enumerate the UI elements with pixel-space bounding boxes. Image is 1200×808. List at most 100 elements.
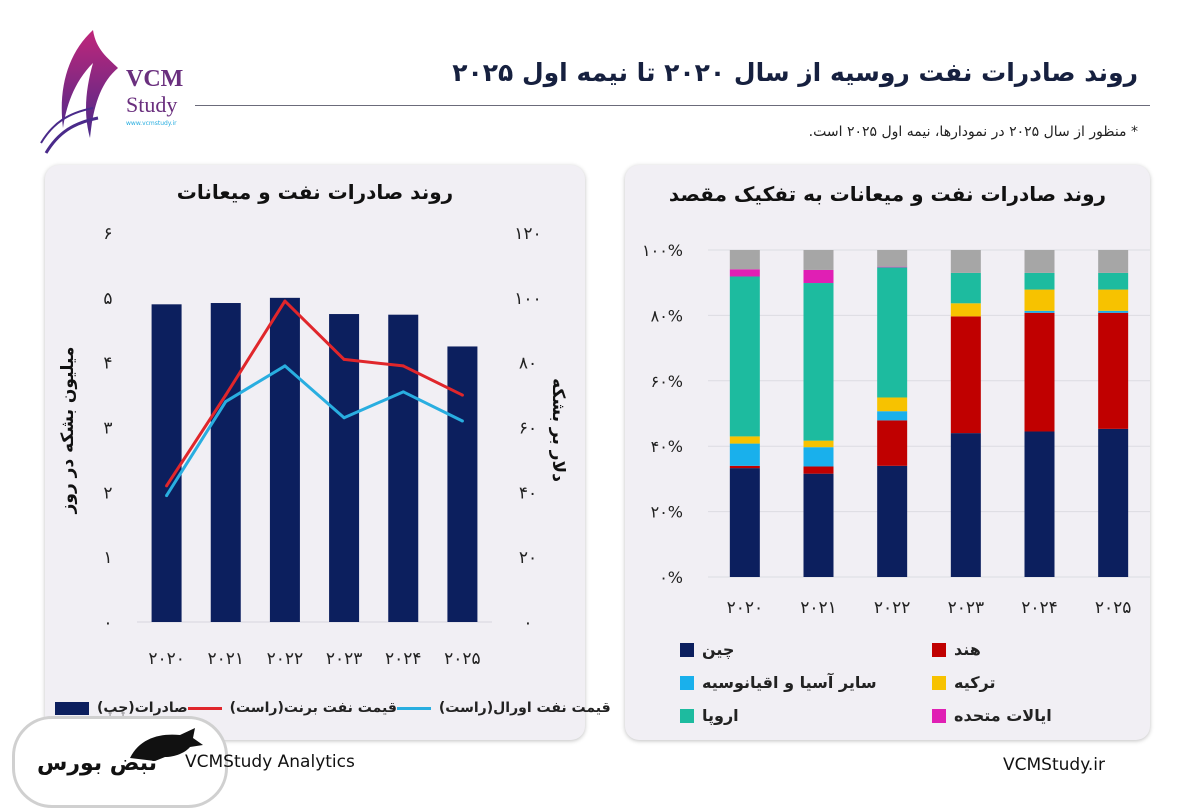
legend-swatch <box>396 706 431 710</box>
bar-exports <box>388 314 419 622</box>
x-tick-label: ۲۰۲۵ <box>1095 598 1132 618</box>
footer-analytics: VCMStudy Analytics <box>185 752 355 772</box>
legend-destination: چین هند سایر آسیا و اقیانوسیه ترکیه اروپ… <box>680 640 1100 725</box>
y-tick-right: ۸۰ <box>519 354 537 374</box>
legend-item-brent: قیمت نفت برنت(راست) <box>187 700 397 716</box>
stacked-segment <box>877 411 908 421</box>
stacked-segment <box>729 276 760 437</box>
stacked-segment <box>877 267 908 398</box>
stacked-segment <box>729 443 760 466</box>
page-title: روند صادرات نفت روسیه از سال ۲۰۲۰ تا نیم… <box>452 58 1138 87</box>
logo-study: Study <box>126 92 178 117</box>
y-tick-right: ۶۰ <box>519 419 537 439</box>
x-tick-label: ۲۰۲۲ <box>874 598 911 618</box>
x-tick-label: ۲۰۲۳ <box>326 649 363 669</box>
bar-exports <box>269 297 300 622</box>
stacked-segment <box>1098 272 1129 290</box>
legend-label: قیمت نفت اورال(راست) <box>438 700 611 716</box>
x-tick-label: ۲۰۲۰ <box>727 598 764 618</box>
line-series <box>165 364 464 497</box>
y-tick-left: ۲ <box>103 483 112 503</box>
legend-label: ترکیه <box>954 673 996 692</box>
stacked-segment <box>1098 310 1129 313</box>
stacked-segment <box>803 447 834 467</box>
legend-item-usa: ایالات متحده <box>932 706 1102 725</box>
y-tick-label: ۸۰% <box>651 306 683 325</box>
footer-website[interactable]: VCMStudy.ir <box>1003 755 1105 775</box>
stacked-segment <box>1024 289 1055 311</box>
x-tick-label: ۲۰۲۰ <box>148 649 185 669</box>
y-tick-label: ۴۰% <box>651 437 683 456</box>
stacked-segment <box>729 269 760 277</box>
x-tick-label: ۲۰۲۳ <box>948 598 985 618</box>
y-tick-left: ۵ <box>103 289 112 309</box>
bar-exports <box>329 314 360 622</box>
y-tick-right: ۴۰ <box>519 483 537 503</box>
line-point <box>283 299 287 303</box>
legend-label: ایالات متحده <box>954 706 1052 725</box>
y-tick-left: ۶ <box>103 224 112 244</box>
legend-swatch <box>932 708 946 723</box>
stacked-segment <box>803 466 834 474</box>
y-tick-left: ۱ <box>103 548 112 568</box>
x-tick-label: ۲۰۲۵ <box>444 649 481 669</box>
title-divider <box>195 105 1150 106</box>
bar-exports <box>447 346 478 622</box>
stacked-segment <box>803 250 834 270</box>
stacked-segment <box>950 316 981 434</box>
legend-item-urals: قیمت نفت اورال(راست) <box>396 700 611 716</box>
bar-exports <box>210 303 241 622</box>
stacked-segment <box>877 397 908 412</box>
stacked-segment <box>729 250 760 270</box>
stacked-segment <box>729 468 760 577</box>
stacked-segment <box>877 266 908 268</box>
line-point <box>224 400 228 404</box>
line-point <box>342 416 346 420</box>
stacked-segment <box>1098 289 1129 311</box>
legend-swatch <box>932 675 946 690</box>
stacked-segment <box>877 420 908 466</box>
x-tick-label: ۲۰۲۱ <box>800 598 837 618</box>
x-tick-label: ۲۰۲۱ <box>207 649 244 669</box>
nabz-bourse-badge: نبض بورس <box>12 716 228 808</box>
stacked-segment <box>950 303 981 317</box>
y-tick-label: ۲۰% <box>651 503 683 522</box>
legend-item-other-asia: سایر آسیا و اقیانوسیه <box>680 673 932 692</box>
legend-swatch <box>680 675 694 690</box>
stacked-segment <box>877 465 908 577</box>
stacked-segment <box>1024 250 1055 273</box>
y-tick-label: ۱۰۰% <box>642 241 683 260</box>
line-point <box>401 364 405 368</box>
x-tick-label: ۲۰۲۴ <box>385 649 422 669</box>
legend-item-turkey: ترکیه <box>932 673 1102 692</box>
logo-url: www.vcmstudy.ir <box>126 120 177 127</box>
badge-logo-text: نبض بورس <box>37 751 157 776</box>
y-tick-label: ۶۰% <box>651 372 683 391</box>
legend-swatch <box>932 642 946 657</box>
line-point <box>342 357 346 361</box>
stacked-segment <box>1098 250 1129 273</box>
y-tick-right: ۰ <box>523 613 532 633</box>
legend-swatch <box>55 701 89 715</box>
y-tick-left: ۴ <box>103 354 112 374</box>
legend-label: چین <box>702 640 735 659</box>
x-tick-label: ۲۰۲۲ <box>267 649 304 669</box>
stacked-segment <box>803 283 834 441</box>
legend-item-exports: صادرات(چپ) <box>55 700 188 716</box>
legend-label: صادرات(چپ) <box>97 700 188 716</box>
chart-title-destination: روند صادرات نفت و میعانات به تفکیک مقصد <box>668 182 1107 206</box>
stacked-segment <box>1098 428 1129 577</box>
y-tick-right: ۲۰ <box>519 548 537 568</box>
y-tick-left: ۳ <box>103 419 112 439</box>
y-tick-right: ۱۲۰ <box>514 224 541 244</box>
logo-vcm: VCM <box>126 66 184 92</box>
legend-label: اروپا <box>702 706 739 725</box>
stacked-segment <box>877 250 908 267</box>
exports-price-panel <box>45 165 585 740</box>
legend-item-china: چین <box>680 640 932 659</box>
legend-exports: صادرات(چپ) قیمت نفت برنت(راست) قیمت نفت … <box>55 700 611 716</box>
legend-swatch <box>680 642 694 657</box>
legend-swatch <box>187 706 222 710</box>
line-point <box>460 393 464 397</box>
